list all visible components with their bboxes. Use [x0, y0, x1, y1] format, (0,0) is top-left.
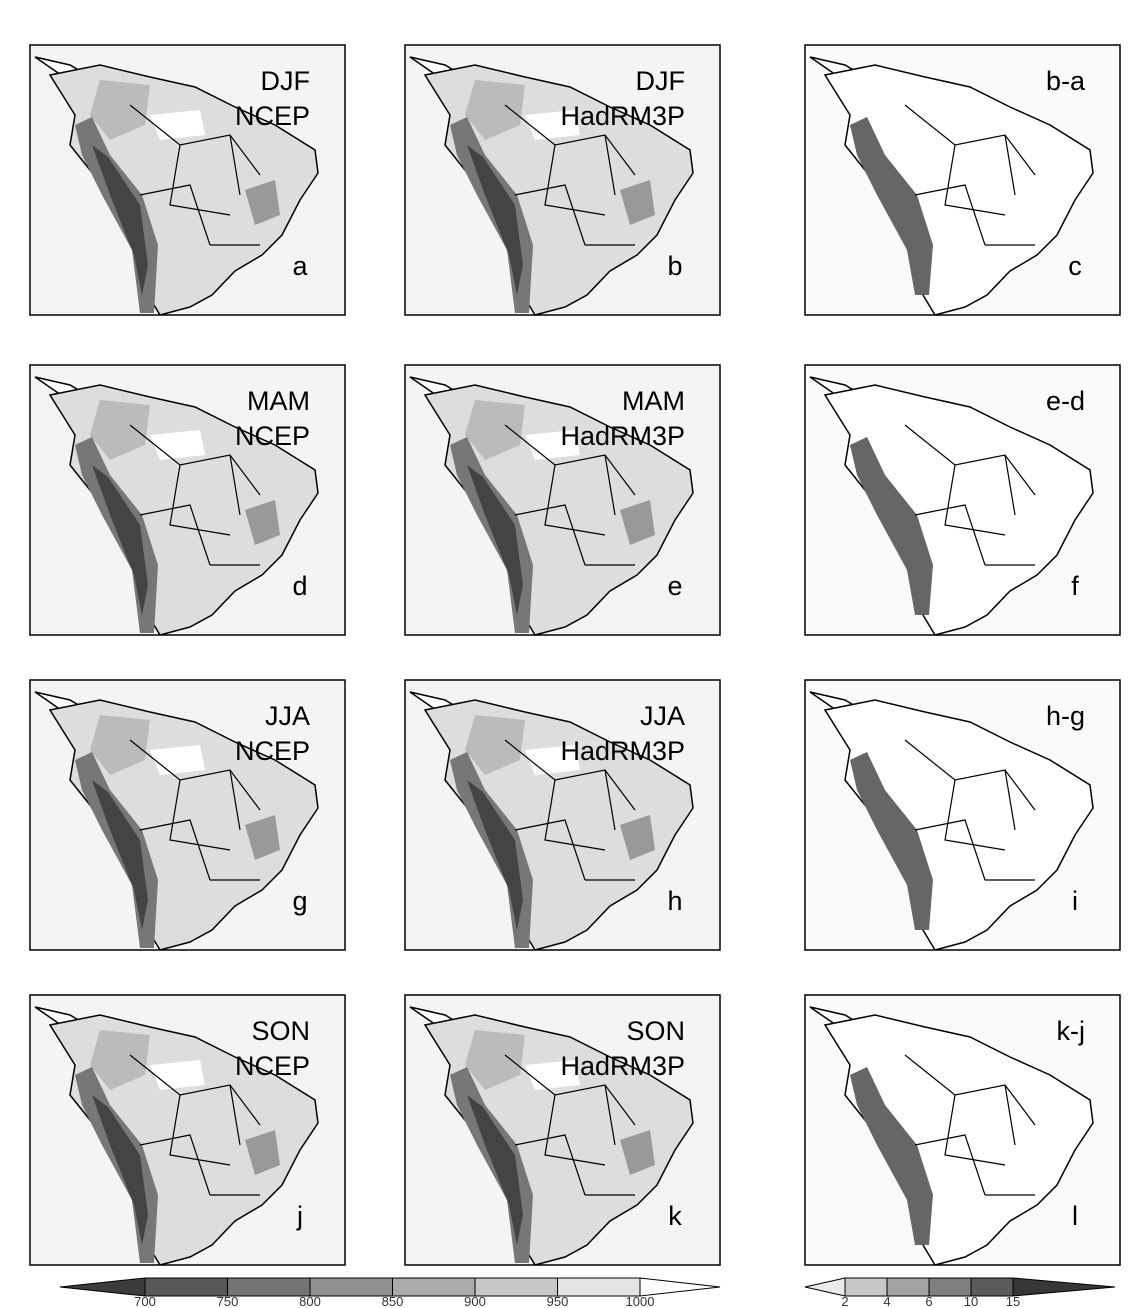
colorbar-label: 950	[547, 1294, 569, 1308]
colorbar-label: 4	[883, 1294, 890, 1308]
panel-label: k-j	[1057, 1016, 1086, 1046]
map-panel: JJA NCEP g	[30, 680, 345, 950]
map-panel: MAM NCEP d	[30, 365, 345, 635]
colorbar-box	[310, 1278, 393, 1296]
map-panel: MAM HadRM3P e	[405, 365, 720, 635]
source-label: NCEP	[235, 421, 310, 451]
panel-letter: l	[1072, 1201, 1078, 1231]
colorbar-label: 6	[925, 1294, 932, 1308]
panel-label: h-g	[1046, 701, 1085, 731]
map-panel: k-j l	[805, 995, 1120, 1265]
colorbar-box	[475, 1278, 558, 1296]
season-label: JJA	[265, 701, 310, 731]
panel-letter: i	[1072, 886, 1078, 916]
panel-letter: f	[1071, 571, 1079, 601]
panel-letter: c	[1068, 251, 1082, 281]
source-label: HadRM3P	[560, 736, 685, 766]
colorbar-box	[228, 1278, 311, 1296]
season-label: MAM	[622, 386, 685, 416]
map-panel: SON NCEP j	[30, 995, 345, 1265]
panel-letter: d	[292, 571, 307, 601]
panel-letter: h	[667, 886, 682, 916]
source-label: HadRM3P	[560, 1051, 685, 1081]
panel-label: b-a	[1046, 66, 1086, 96]
colorbar-arrow	[60, 1278, 145, 1296]
panel-letter: b	[667, 251, 682, 281]
season-label: JJA	[640, 701, 685, 731]
season-label: DJF	[636, 66, 686, 96]
colorbar-arrow	[805, 1278, 845, 1296]
colorbar-label: 750	[217, 1294, 239, 1308]
season-label: MAM	[247, 386, 310, 416]
colorbar-label: 15	[1006, 1294, 1020, 1308]
colorbar-label: 2	[841, 1294, 848, 1308]
colorbar-arrow	[1013, 1278, 1115, 1296]
panel-label: e-d	[1046, 386, 1085, 416]
map-panel: h-g i	[805, 680, 1120, 950]
season-label: SON	[626, 1016, 685, 1046]
source-label: NCEP	[235, 736, 310, 766]
panel-letter: g	[292, 886, 307, 916]
panel-letter: j	[296, 1201, 303, 1231]
source-label: HadRM3P	[560, 101, 685, 131]
panel-letter: k	[668, 1201, 682, 1231]
colorbar-label: 850	[382, 1294, 404, 1308]
season-label: SON	[251, 1016, 310, 1046]
season-label: DJF	[261, 66, 311, 96]
colorbar-label: 900	[464, 1294, 486, 1308]
source-label: NCEP	[235, 101, 310, 131]
colorbar-box	[845, 1278, 887, 1296]
colorbar-box	[145, 1278, 228, 1296]
panel-letter: e	[667, 571, 682, 601]
map-panel: JJA HadRM3P h	[405, 680, 720, 950]
colorbar-label: 1000	[626, 1294, 655, 1308]
map-panel: e-d f	[805, 365, 1120, 635]
figure: DJF NCEP a DJF HadRM3P b b-a c MAM NCEP d MAM HadRM3…	[0, 0, 1128, 1308]
map-panel: SON HadRM3P k	[405, 995, 720, 1265]
colorbar-box	[393, 1278, 476, 1296]
source-label: NCEP	[235, 1051, 310, 1081]
map-panel: DJF HadRM3P b	[405, 45, 720, 315]
colorbar-box	[887, 1278, 929, 1296]
colorbar-label: 800	[299, 1294, 321, 1308]
map-panel: DJF NCEP a	[30, 45, 345, 315]
panel-letter: a	[292, 251, 308, 281]
colorbar-label: 700	[134, 1294, 156, 1308]
source-label: HadRM3P	[560, 421, 685, 451]
colorbar-label: 10	[964, 1294, 978, 1308]
map-panel: b-a c	[805, 45, 1120, 315]
